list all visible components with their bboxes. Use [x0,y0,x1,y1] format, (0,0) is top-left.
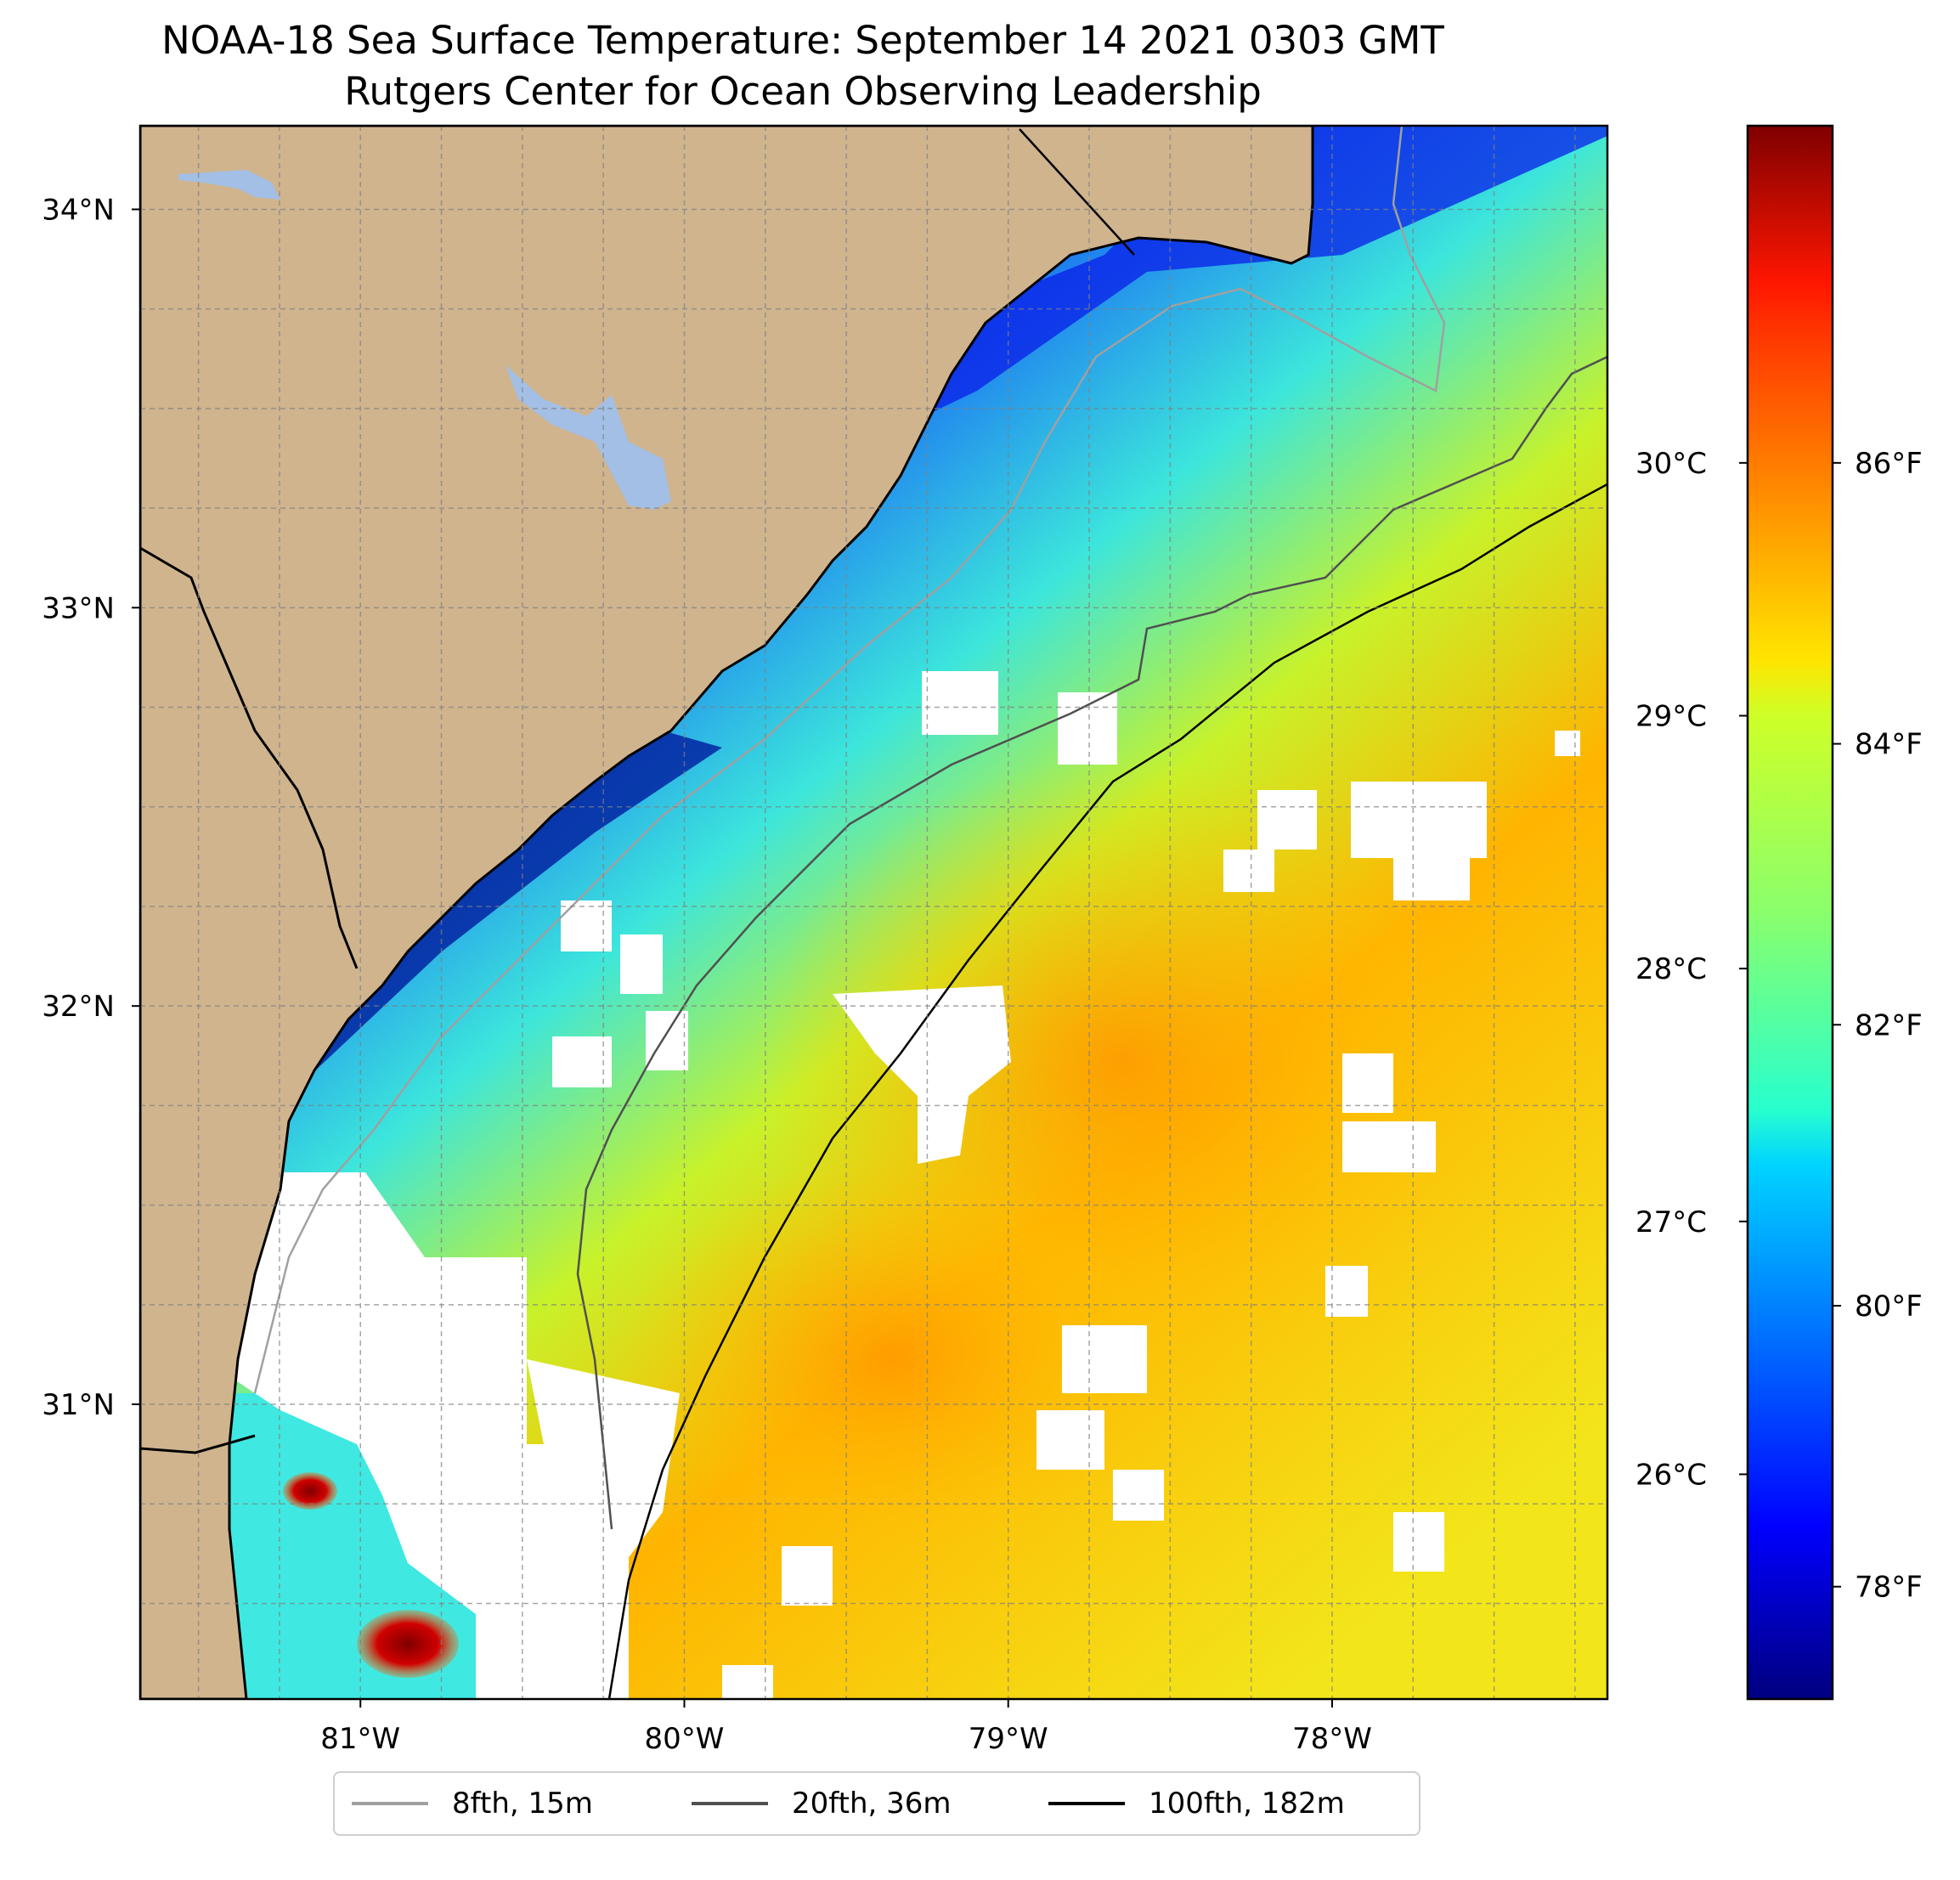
lake [506,365,671,510]
legend-swatch [352,1802,428,1805]
legend-label: 100fth, 182m [1149,1787,1345,1821]
hot-spot [283,1472,337,1510]
hot-spot [357,1610,459,1678]
legend: 8fth, 15m 20fth, 36m 100fth, 182m [333,1771,1421,1836]
legend-item-20fth: 20fth, 36m [692,1773,952,1834]
lat-tick-label: 34°N [42,193,115,227]
legend-item-100fth: 100fth, 182m [1048,1773,1345,1834]
legend-swatch [692,1802,768,1805]
celsius-tick-label: 28°C [1635,952,1707,986]
state-boundary [1019,128,1135,256]
celsius-tick-label: 27°C [1635,1205,1707,1239]
cold-filament [280,731,722,1087]
lon-tick-label: 81°W [320,1722,400,1756]
lon-tick-label: 80°W [645,1722,725,1756]
isobath-100fth [607,483,1607,1699]
longitude-labels: 81°W 80°W 79°W 78°W [320,1722,1372,1756]
legend-item-8fth: 8fth, 15m [352,1773,593,1834]
latitude-labels: 34°N 33°N 32°N 31°N [42,193,115,1422]
isobath-20fth [576,355,1607,1530]
cloud-mask [229,671,1580,1699]
celsius-tick-label: 29°C [1635,700,1707,734]
map-area [140,126,1607,1699]
fahrenheit-tick-label: 84°F [1855,728,1923,762]
fahrenheit-tick-label: 86°F [1855,447,1923,481]
state-boundary [140,1434,256,1454]
isobath-8fth [253,126,1446,1394]
chart-title: NOAA-18 Sea Surface Temperature: Septemb… [161,18,1444,63]
fahrenheit-tick-label: 82°F [1855,1008,1923,1042]
lon-tick-label: 78°W [1292,1722,1372,1756]
state-boundary [140,546,359,969]
lat-tick-label: 32°N [42,990,115,1024]
warm-core-south [620,1155,1164,1563]
lake [178,170,280,200]
colorbar: 26°C 27°C 28°C 29°C 30°C 78°F 80°F 82°F … [1635,124,1923,1701]
fahrenheit-tick-label: 80°F [1855,1290,1923,1324]
legend-label: 20fth, 36m [792,1787,952,1821]
map-frame [138,124,1609,1701]
land [140,126,1314,1699]
legend-swatch [1048,1802,1125,1805]
cold-shelf-water [297,126,1607,807]
legend-label: 8fth, 15m [452,1787,593,1821]
colorbar-gradient [1746,124,1834,1701]
lat-tick-label: 33°N [42,591,115,625]
gridlines [140,126,1607,1699]
chart-subtitle: Rutgers Center for Ocean Observing Leade… [344,69,1262,114]
lon-tick-label: 79°W [969,1722,1048,1756]
lat-tick-label: 31°N [42,1388,115,1422]
celsius-tick-label: 30°C [1635,447,1707,481]
celsius-tick-label: 26°C [1635,1458,1707,1492]
fahrenheit-tick-label: 78°F [1855,1571,1923,1605]
